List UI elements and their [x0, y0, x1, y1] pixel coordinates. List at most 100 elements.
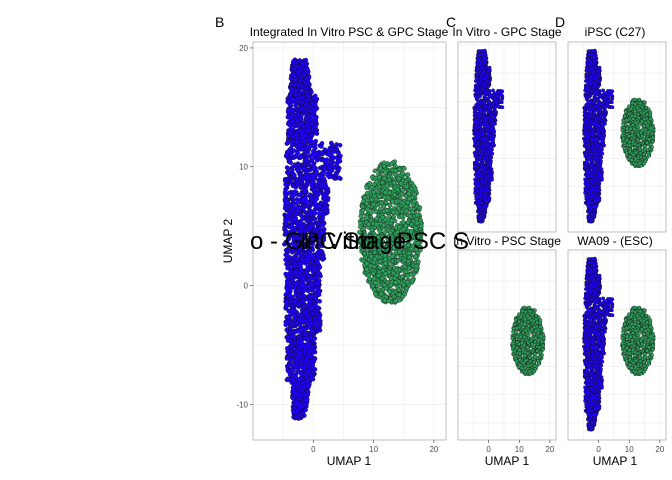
scatter-point-gpc [297, 166, 302, 171]
scatter-point-gpc [307, 154, 313, 159]
scatter-point-psc [402, 166, 407, 171]
scatter-point-psc [403, 269, 409, 275]
scatter-point-gpc [319, 222, 324, 227]
scatter-point-psc [373, 280, 378, 285]
scatter-point-gpc [299, 341, 304, 346]
scatter-point-psc [388, 275, 394, 281]
scatter-point-psc [371, 271, 376, 276]
scatter-point-gpc [292, 123, 298, 129]
scatter-point-gpc [314, 311, 319, 317]
scatter-point-gpc [306, 365, 312, 370]
scatter-point-gpc [499, 100, 504, 105]
scatter-point-psc [387, 202, 393, 208]
scatter-point-gpc [287, 158, 292, 163]
scatter-point-gpc [310, 269, 316, 274]
y-tick-label: 20 [239, 44, 248, 53]
scatter-point-gpc [320, 254, 325, 260]
x-tick-label: 20 [429, 445, 438, 454]
scatter-point-psc [399, 213, 405, 219]
scatter-point-psc [374, 221, 379, 227]
scatter-point-psc [402, 264, 408, 269]
scatter-point-psc [387, 190, 392, 196]
scatter-point-gpc [302, 331, 307, 337]
scatter-point-gpc [313, 201, 318, 206]
scatter-point-psc [386, 298, 391, 304]
scatter-point-gpc [284, 356, 290, 361]
scatter-point-gpc [290, 183, 296, 189]
scatter-point-gpc [312, 165, 317, 170]
scatter-point-gpc [325, 195, 331, 201]
scatter-point-gpc [307, 354, 313, 359]
scatter-point-psc [386, 213, 392, 219]
scatter-point-gpc [291, 340, 297, 346]
scatter-point-psc [373, 209, 379, 214]
scatter-point-gpc [310, 132, 315, 138]
scatter-point-gpc [287, 293, 293, 298]
scatter-point-gpc [290, 385, 296, 390]
scatter-point-gpc [312, 186, 317, 192]
scatter-point-gpc [313, 124, 319, 129]
scatter-point-psc [405, 279, 410, 285]
scatter-point-gpc [321, 176, 327, 182]
scatter-point-psc [381, 160, 387, 165]
scatter-point-gpc [325, 210, 330, 215]
scatter-point-psc [393, 168, 398, 173]
scatter-point-gpc [315, 260, 321, 266]
scatter-point-gpc [304, 378, 310, 384]
scatter-point-psc [379, 180, 385, 185]
scatter-point-gpc [301, 139, 307, 144]
scatter-point-gpc [317, 315, 322, 320]
scatter-point-gpc [288, 115, 294, 120]
scatter-point-psc [371, 201, 376, 207]
scatter-point-gpc [306, 74, 312, 79]
scatter-point-gpc [327, 145, 333, 151]
scatter-point-gpc [473, 109, 478, 114]
scatter-point-psc [374, 179, 379, 185]
scatter-point-psc [379, 200, 384, 206]
scatter-point-gpc [291, 193, 296, 198]
y-tick-label: 0 [244, 282, 249, 291]
scatter-point-gpc [305, 392, 310, 398]
scatter-point-gpc [285, 215, 290, 221]
scatter-point-gpc [473, 130, 477, 135]
scatter-point-psc [364, 201, 369, 206]
scatter-point-psc [414, 212, 420, 218]
scatter-point-psc [369, 197, 375, 203]
scatter-point-psc [390, 199, 395, 204]
scatter-point-gpc [314, 323, 319, 329]
scatter-point-psc [360, 208, 366, 213]
scatter-point-gpc [286, 170, 292, 175]
scatter-point-gpc [291, 71, 296, 77]
scatter-point-psc [384, 183, 390, 189]
scatter-point-psc [405, 273, 411, 279]
scatter-point-psc [375, 286, 381, 292]
scatter-point-psc [382, 195, 387, 200]
scatter-point-gpc [299, 326, 305, 332]
scatter-point-psc [383, 294, 389, 300]
scatter-point-gpc [305, 383, 310, 389]
scatter-point-gpc [317, 190, 322, 195]
scatter-point-psc [378, 166, 383, 171]
scatter-point-gpc [289, 82, 294, 87]
scatter-point-gpc [296, 301, 302, 306]
scatter-point-gpc [307, 144, 312, 149]
scatter-point-gpc [283, 322, 289, 328]
scatter-point-psc [406, 265, 412, 271]
panel-letter-d: D [555, 14, 565, 30]
scatter-point-gpc [285, 377, 291, 382]
scatter-point-gpc [296, 82, 301, 88]
scatter-point-gpc [322, 167, 327, 172]
scatter-point-gpc [311, 173, 316, 179]
scatter-point-gpc [291, 362, 296, 368]
scatter-point-gpc [306, 324, 312, 329]
scatter-point-psc [397, 166, 402, 172]
scatter-point-psc [392, 192, 397, 197]
scatter-point-gpc [304, 313, 309, 319]
panel-b-title: Integrated In Vitro PSC & GPC Stage [250, 25, 449, 39]
scatter-point-gpc [292, 173, 297, 178]
scatter-point-gpc [294, 221, 300, 226]
scatter-point-psc [404, 208, 409, 214]
scatter-point-gpc [289, 352, 294, 357]
scatter-point-gpc [292, 313, 297, 318]
